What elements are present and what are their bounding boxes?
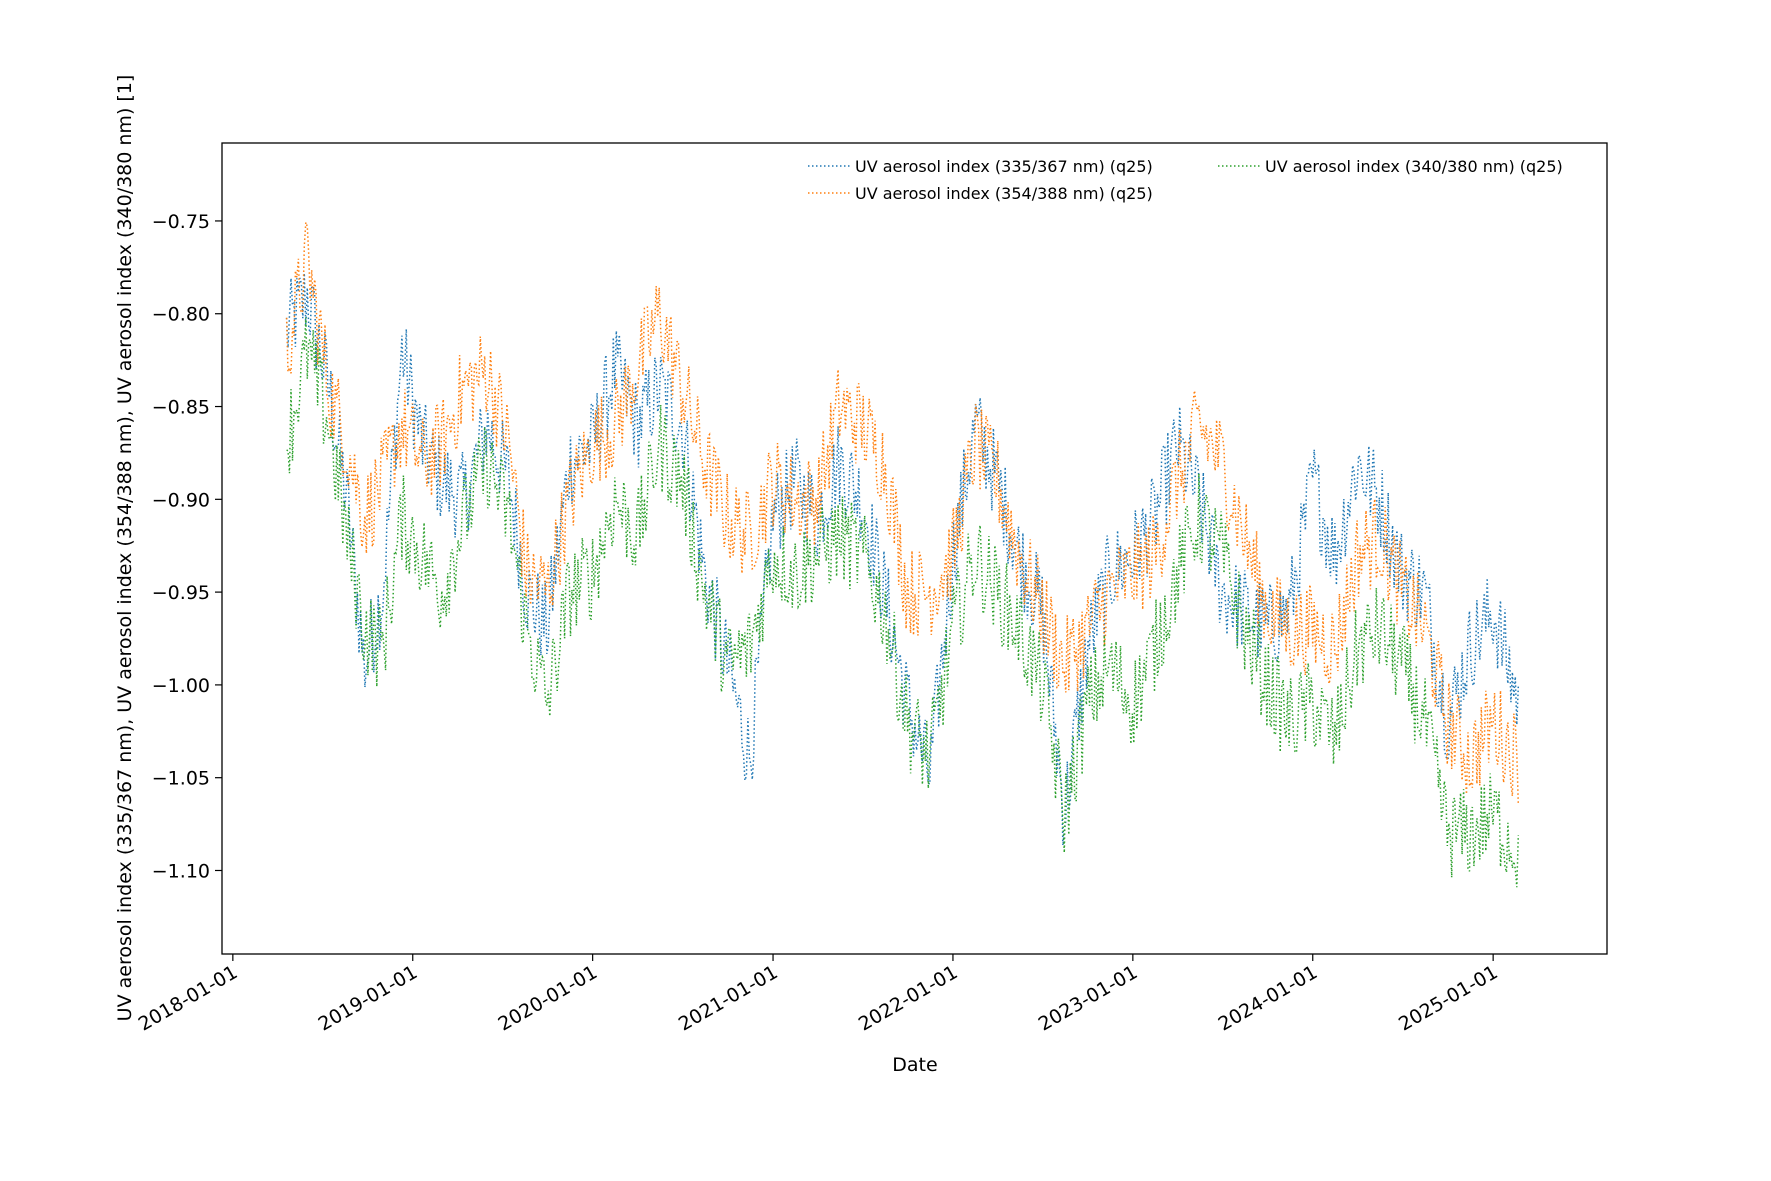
x-tick-label: 2024-01-01 <box>1215 961 1322 1035</box>
y-tick-label: −1.00 <box>152 675 210 697</box>
legend: UV aerosol index (335/367 nm) (q25) UV ae… <box>808 157 1563 203</box>
legend-label-3: UV aerosol index (340/380 nm) (q25) <box>1265 157 1563 176</box>
series-layer <box>285 222 1520 888</box>
y-tick-label: −0.95 <box>152 582 210 604</box>
series-line-1 <box>285 273 1520 846</box>
plot-frame <box>221 142 1608 955</box>
series-line-3 <box>286 317 1520 888</box>
legend-label-1: UV aerosol index (335/367 nm) (q25) <box>855 157 1153 176</box>
y-tick-label: −0.90 <box>152 489 210 511</box>
y-tick-label: −0.75 <box>152 211 210 233</box>
y-tick-label: −1.10 <box>152 860 210 882</box>
series-line-2 <box>285 222 1520 805</box>
y-tick-label: −0.80 <box>152 304 210 326</box>
x-tick-label: 2023-01-01 <box>1035 961 1142 1035</box>
x-tick-label: 2022-01-01 <box>855 961 962 1035</box>
legend-label-2: UV aerosol index (354/388 nm) (q25) <box>855 184 1153 203</box>
y-tick-label: −1.05 <box>152 768 210 790</box>
x-axis: 2018-01-01 2019-01-01 2020-01-01 2021-01-01… <box>135 954 1502 1036</box>
x-axis-label: Date <box>892 1054 937 1076</box>
x-tick-label: 2021-01-01 <box>675 961 782 1035</box>
x-tick-label: 2025-01-01 <box>1395 961 1502 1035</box>
x-tick-label: 2018-01-01 <box>135 961 242 1035</box>
y-axis-label: UV aerosol index (335/367 nm), UV aeroso… <box>114 75 136 1022</box>
y-tick-label: −0.85 <box>152 397 210 419</box>
x-tick-label: 2019-01-01 <box>315 961 422 1035</box>
plot-area <box>221 142 1608 955</box>
x-tick-label: 2020-01-01 <box>495 961 602 1035</box>
y-axis: −0.75 −0.80 −0.85 −0.90 −0.95 −1.00 −1.05 −1.10 <box>152 211 222 882</box>
